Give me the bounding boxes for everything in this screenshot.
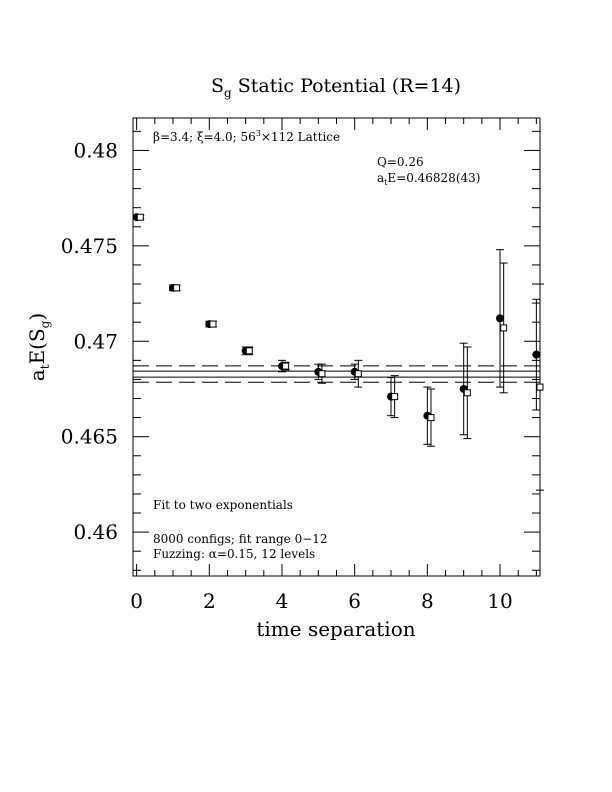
y-tick-label: 0.475: [61, 234, 118, 258]
y-tick-label: 0.47: [73, 329, 118, 353]
fit-type-annotation: Fit to two exponentials: [153, 498, 293, 512]
x-tick-labels: 0 2 4 6 8 10: [130, 589, 512, 613]
chart-title: Sg Static Potential (R=14): [211, 75, 461, 100]
y-tick-label: 0.465: [61, 425, 118, 449]
data-point-circle: [532, 350, 541, 359]
y-tick-label: 0.48: [73, 138, 118, 162]
configs-annotation: 8000 configs; fit range 0−12: [153, 532, 328, 546]
data-point-square: [136, 213, 144, 221]
data-point-square: [245, 347, 253, 355]
data-point-square: [500, 324, 508, 332]
q-value-annotation: Q=0.26: [377, 155, 424, 169]
data-point-square: [463, 389, 471, 397]
data-points: [132, 213, 544, 491]
x-tick-label: 2: [203, 589, 216, 613]
x-tick-label: 10: [487, 589, 512, 613]
x-axis-label: time separation: [256, 617, 415, 641]
axis-ticks: [133, 118, 540, 576]
data-point-square: [318, 370, 326, 378]
data-point-circle: [496, 314, 505, 323]
x-tick-label: 8: [421, 589, 434, 613]
x-tick-label: 4: [276, 589, 289, 613]
data-point-square: [391, 393, 399, 401]
data-point-square: [536, 383, 544, 391]
data-point-square: [354, 370, 362, 378]
x-tick-label: 6: [348, 589, 361, 613]
data-point-square: [173, 284, 181, 292]
fuzzing-annotation: Fuzzing: α=0.15, 12 levels: [153, 547, 315, 561]
x-tick-label: 0: [130, 589, 143, 613]
data-point-square: [282, 362, 290, 370]
lattice-annotation: β=3.4; ξ=4.0; 563×112 Lattice: [153, 129, 340, 144]
y-axis-label: atE(Sg): [25, 313, 52, 381]
fit-energy-annotation: atE=0.46828(43): [377, 171, 480, 187]
fit-lines: [133, 365, 540, 383]
data-point-square: [427, 414, 435, 422]
y-tick-label: 0.46: [73, 520, 118, 544]
data-point-square: [209, 320, 217, 328]
y-tick-labels: 0.46 0.465 0.47 0.475 0.48: [61, 138, 118, 544]
